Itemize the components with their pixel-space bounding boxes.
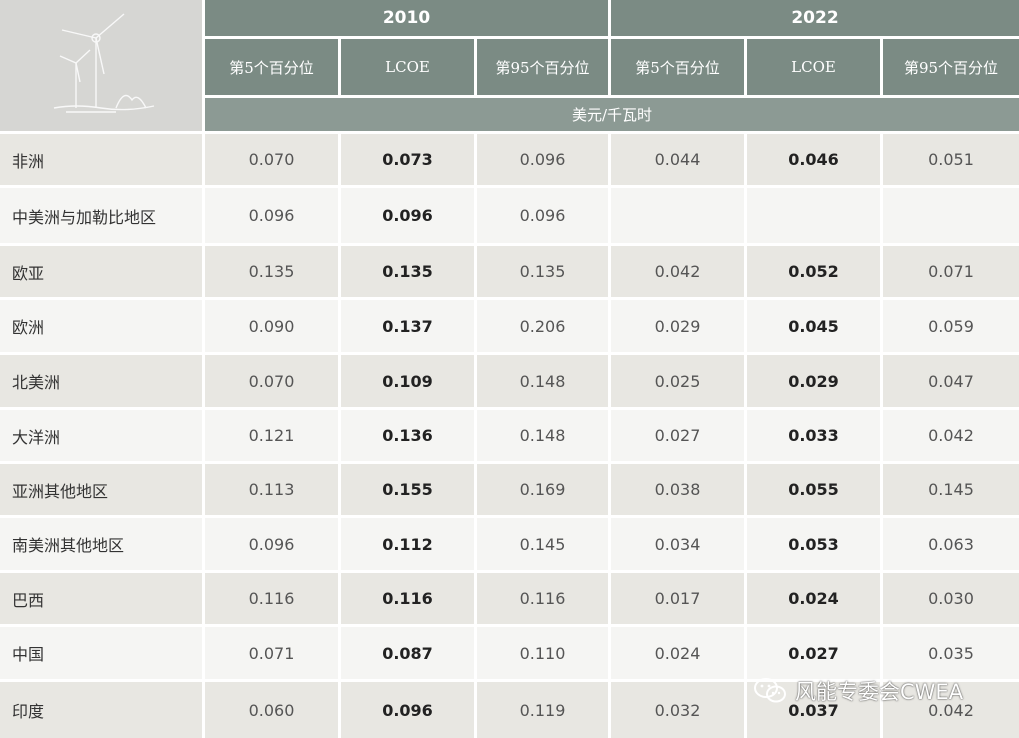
table-cell: 0.030 (883, 573, 1019, 624)
table-cell (747, 188, 880, 243)
unit-header: 美元/千瓦时 (205, 98, 1019, 131)
year-header-2022: 2022 (611, 0, 1019, 36)
table-cell: 0.044 (611, 134, 744, 185)
table-cell: 0.071 (883, 246, 1019, 297)
table-cell: 0.145 (477, 518, 608, 570)
table-cell: 0.071 (205, 627, 338, 679)
table-cell: 0.135 (341, 246, 474, 297)
watermark-text: 风能专委会CWEA (795, 680, 964, 704)
table-cell: 0.116 (205, 573, 338, 624)
region-label: 中国 (0, 627, 202, 679)
table-cell: 0.206 (477, 300, 608, 352)
table-cell: 0.119 (477, 682, 608, 738)
region-label: 南美洲其他地区 (0, 518, 202, 570)
table-cell: 0.137 (341, 300, 474, 352)
table-cell: 0.042 (611, 246, 744, 297)
wechat-icon (753, 677, 787, 705)
wind-turbine-icon (53, 13, 155, 113)
table-cell (611, 188, 744, 243)
table-cell: 0.121 (205, 410, 338, 461)
region-label: 印度 (0, 682, 202, 738)
table-cell: 0.027 (747, 627, 880, 679)
table-cell: 0.096 (341, 188, 474, 243)
table-cell: 0.024 (611, 627, 744, 679)
region-label: 欧洲 (0, 300, 202, 352)
table-cell: 0.096 (477, 188, 608, 243)
table-cell: 0.096 (205, 188, 338, 243)
table-cell: 0.116 (341, 573, 474, 624)
table-cell: 0.109 (341, 355, 474, 407)
table-cell: 0.169 (477, 464, 608, 515)
region-label: 大洋洲 (0, 410, 202, 461)
table-cell: 0.136 (341, 410, 474, 461)
table-cell (883, 188, 1019, 243)
table-cell: 0.070 (205, 355, 338, 407)
table-cell: 0.033 (747, 410, 880, 461)
table-cell: 0.025 (611, 355, 744, 407)
table-cell: 0.047 (883, 355, 1019, 407)
table-cell: 0.027 (611, 410, 744, 461)
table-cell: 0.053 (747, 518, 880, 570)
table-cell: 0.029 (747, 355, 880, 407)
table-cell: 0.052 (747, 246, 880, 297)
table-cell: 0.046 (747, 134, 880, 185)
table-cell: 0.034 (611, 518, 744, 570)
region-label: 亚洲其他地区 (0, 464, 202, 515)
table-cell: 0.148 (477, 410, 608, 461)
col-header-lcoe-2022: LCOE (747, 39, 880, 95)
region-label: 北美洲 (0, 355, 202, 407)
table-cell: 0.113 (205, 464, 338, 515)
region-label: 中美洲与加勒比地区 (0, 188, 202, 243)
table-cell: 0.032 (611, 682, 744, 738)
table-cell: 0.155 (341, 464, 474, 515)
table-cell: 0.055 (747, 464, 880, 515)
table-cell: 0.148 (477, 355, 608, 407)
watermark: 风能专委会CWEA (753, 674, 963, 708)
table-cell: 0.135 (205, 246, 338, 297)
table-cell: 0.073 (341, 134, 474, 185)
table-cell: 0.035 (883, 627, 1019, 679)
table-cell: 0.135 (477, 246, 608, 297)
table-cell: 0.116 (477, 573, 608, 624)
table-cell: 0.051 (883, 134, 1019, 185)
col-header-p95-2010: 第95个百分位 (477, 39, 608, 95)
table-cell: 0.096 (205, 518, 338, 570)
table-cell: 0.024 (747, 573, 880, 624)
table-cell: 0.090 (205, 300, 338, 352)
table-cell: 0.042 (883, 410, 1019, 461)
col-header-p5-2022: 第5个百分位 (611, 39, 744, 95)
table-cell: 0.096 (341, 682, 474, 738)
table-cell: 0.060 (205, 682, 338, 738)
table-cell: 0.042 (883, 682, 1019, 738)
col-header-lcoe-2010: LCOE (341, 39, 474, 95)
table-cell: 0.063 (883, 518, 1019, 570)
region-label: 非洲 (0, 134, 202, 185)
table-cell: 0.110 (477, 627, 608, 679)
table-cell: 0.017 (611, 573, 744, 624)
table-cell: 0.045 (747, 300, 880, 352)
table-cell: 0.070 (205, 134, 338, 185)
col-header-p95-2022: 第95个百分位 (883, 39, 1019, 95)
table-cell: 0.145 (883, 464, 1019, 515)
header-logo-cell (0, 0, 202, 131)
table-cell: 0.096 (477, 134, 608, 185)
table-cell: 0.029 (611, 300, 744, 352)
table-cell: 0.038 (611, 464, 744, 515)
region-label: 巴西 (0, 573, 202, 624)
year-header-2010: 2010 (205, 0, 608, 36)
region-label: 欧亚 (0, 246, 202, 297)
table-cell: 0.087 (341, 627, 474, 679)
table-cell: 0.059 (883, 300, 1019, 352)
table-cell: 0.037 (747, 682, 880, 738)
table-cell: 0.112 (341, 518, 474, 570)
col-header-p5-2010: 第5个百分位 (205, 39, 338, 95)
